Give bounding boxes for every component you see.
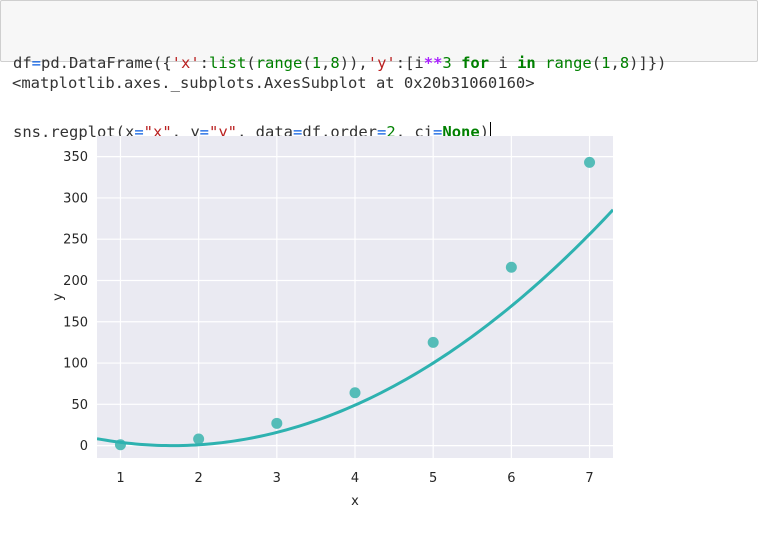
y-tick-label: 100 [63,357,88,372]
x-tick-label: 5 [429,471,437,486]
data-point [584,156,596,168]
code-token: 8 [330,54,340,72]
code-token: , y [171,123,200,141]
code-line-1: df=pd.DataFrame({'x':list(range(1,8)),'y… [13,52,757,75]
code-token: ** [423,54,443,72]
x-tick-label: 7 [585,471,593,486]
y-tick-label: 200 [63,274,88,289]
regplot-chart: 0 50 100 150 200 250 300 350 1 2 3 4 5 6 7 x y [51,136,613,509]
data-point [427,336,439,348]
code-token: for [461,54,490,72]
code-token: 'y' [367,54,396,72]
data-point [271,417,283,429]
text-cursor [490,122,492,140]
regression-line [97,208,613,448]
regplot-figure: 0 50 100 150 200 250 300 350 1 2 3 4 5 6 7 x y [40,128,760,528]
x-tick-label: 2 [194,471,202,486]
code-token: )]}) [629,54,667,72]
code-token: , [321,54,331,72]
x-tick-label: 6 [507,471,515,486]
data-point [505,261,517,273]
code-token: ( [302,54,312,72]
code-token: , [610,54,620,72]
y-tick-label: 0 [80,439,88,454]
code-token: = [293,123,303,141]
code-token [452,54,461,72]
code-token: : [199,54,210,72]
y-tick-label: 250 [63,233,88,248]
code-token: pd.DataFrame({ [41,54,172,72]
y-tick-label: 350 [63,150,88,165]
x-tick-label: 4 [351,471,359,486]
code-token: i [489,54,518,72]
code-token: range [255,54,303,72]
data-point [193,433,205,445]
code-token: ) [479,123,490,141]
y-tick-label: 150 [63,315,88,330]
y-tick-label: 300 [63,191,88,206]
code-token: = [31,54,42,72]
x-tick-label: 3 [273,471,281,486]
code-token: = [433,123,443,141]
code-token: 'x' [171,54,200,72]
data-point [349,387,361,399]
code-token: = [134,123,144,141]
x-tick-label: 1 [116,471,124,486]
cell-output-text: <matplotlib.axes._subplots.AxesSubplot a… [12,74,535,92]
code-token: 2 [386,123,396,141]
code-token: list [209,54,247,72]
code-token: 1 [311,54,322,72]
code-token: = [199,123,210,141]
code-token: 8 [619,54,630,72]
y-axis-label: y [51,293,66,301]
code-token: 3 [442,54,452,72]
code-token [536,54,545,72]
code-token: :[i [395,54,424,72]
y-tick-label: 50 [71,398,88,413]
code-token: ( [591,54,602,72]
code-token: 1 [601,54,611,72]
code-token: df [13,54,32,72]
code-token: in [517,54,536,72]
code-token: ( [246,54,256,72]
x-axis-label: x [351,494,359,509]
code-token: )), [339,54,368,72]
code-token: range [545,54,592,72]
code-cell-input[interactable]: df=pd.DataFrame({'x':list(range(1,8)),'y… [0,0,758,141]
code-token: = [377,123,387,141]
